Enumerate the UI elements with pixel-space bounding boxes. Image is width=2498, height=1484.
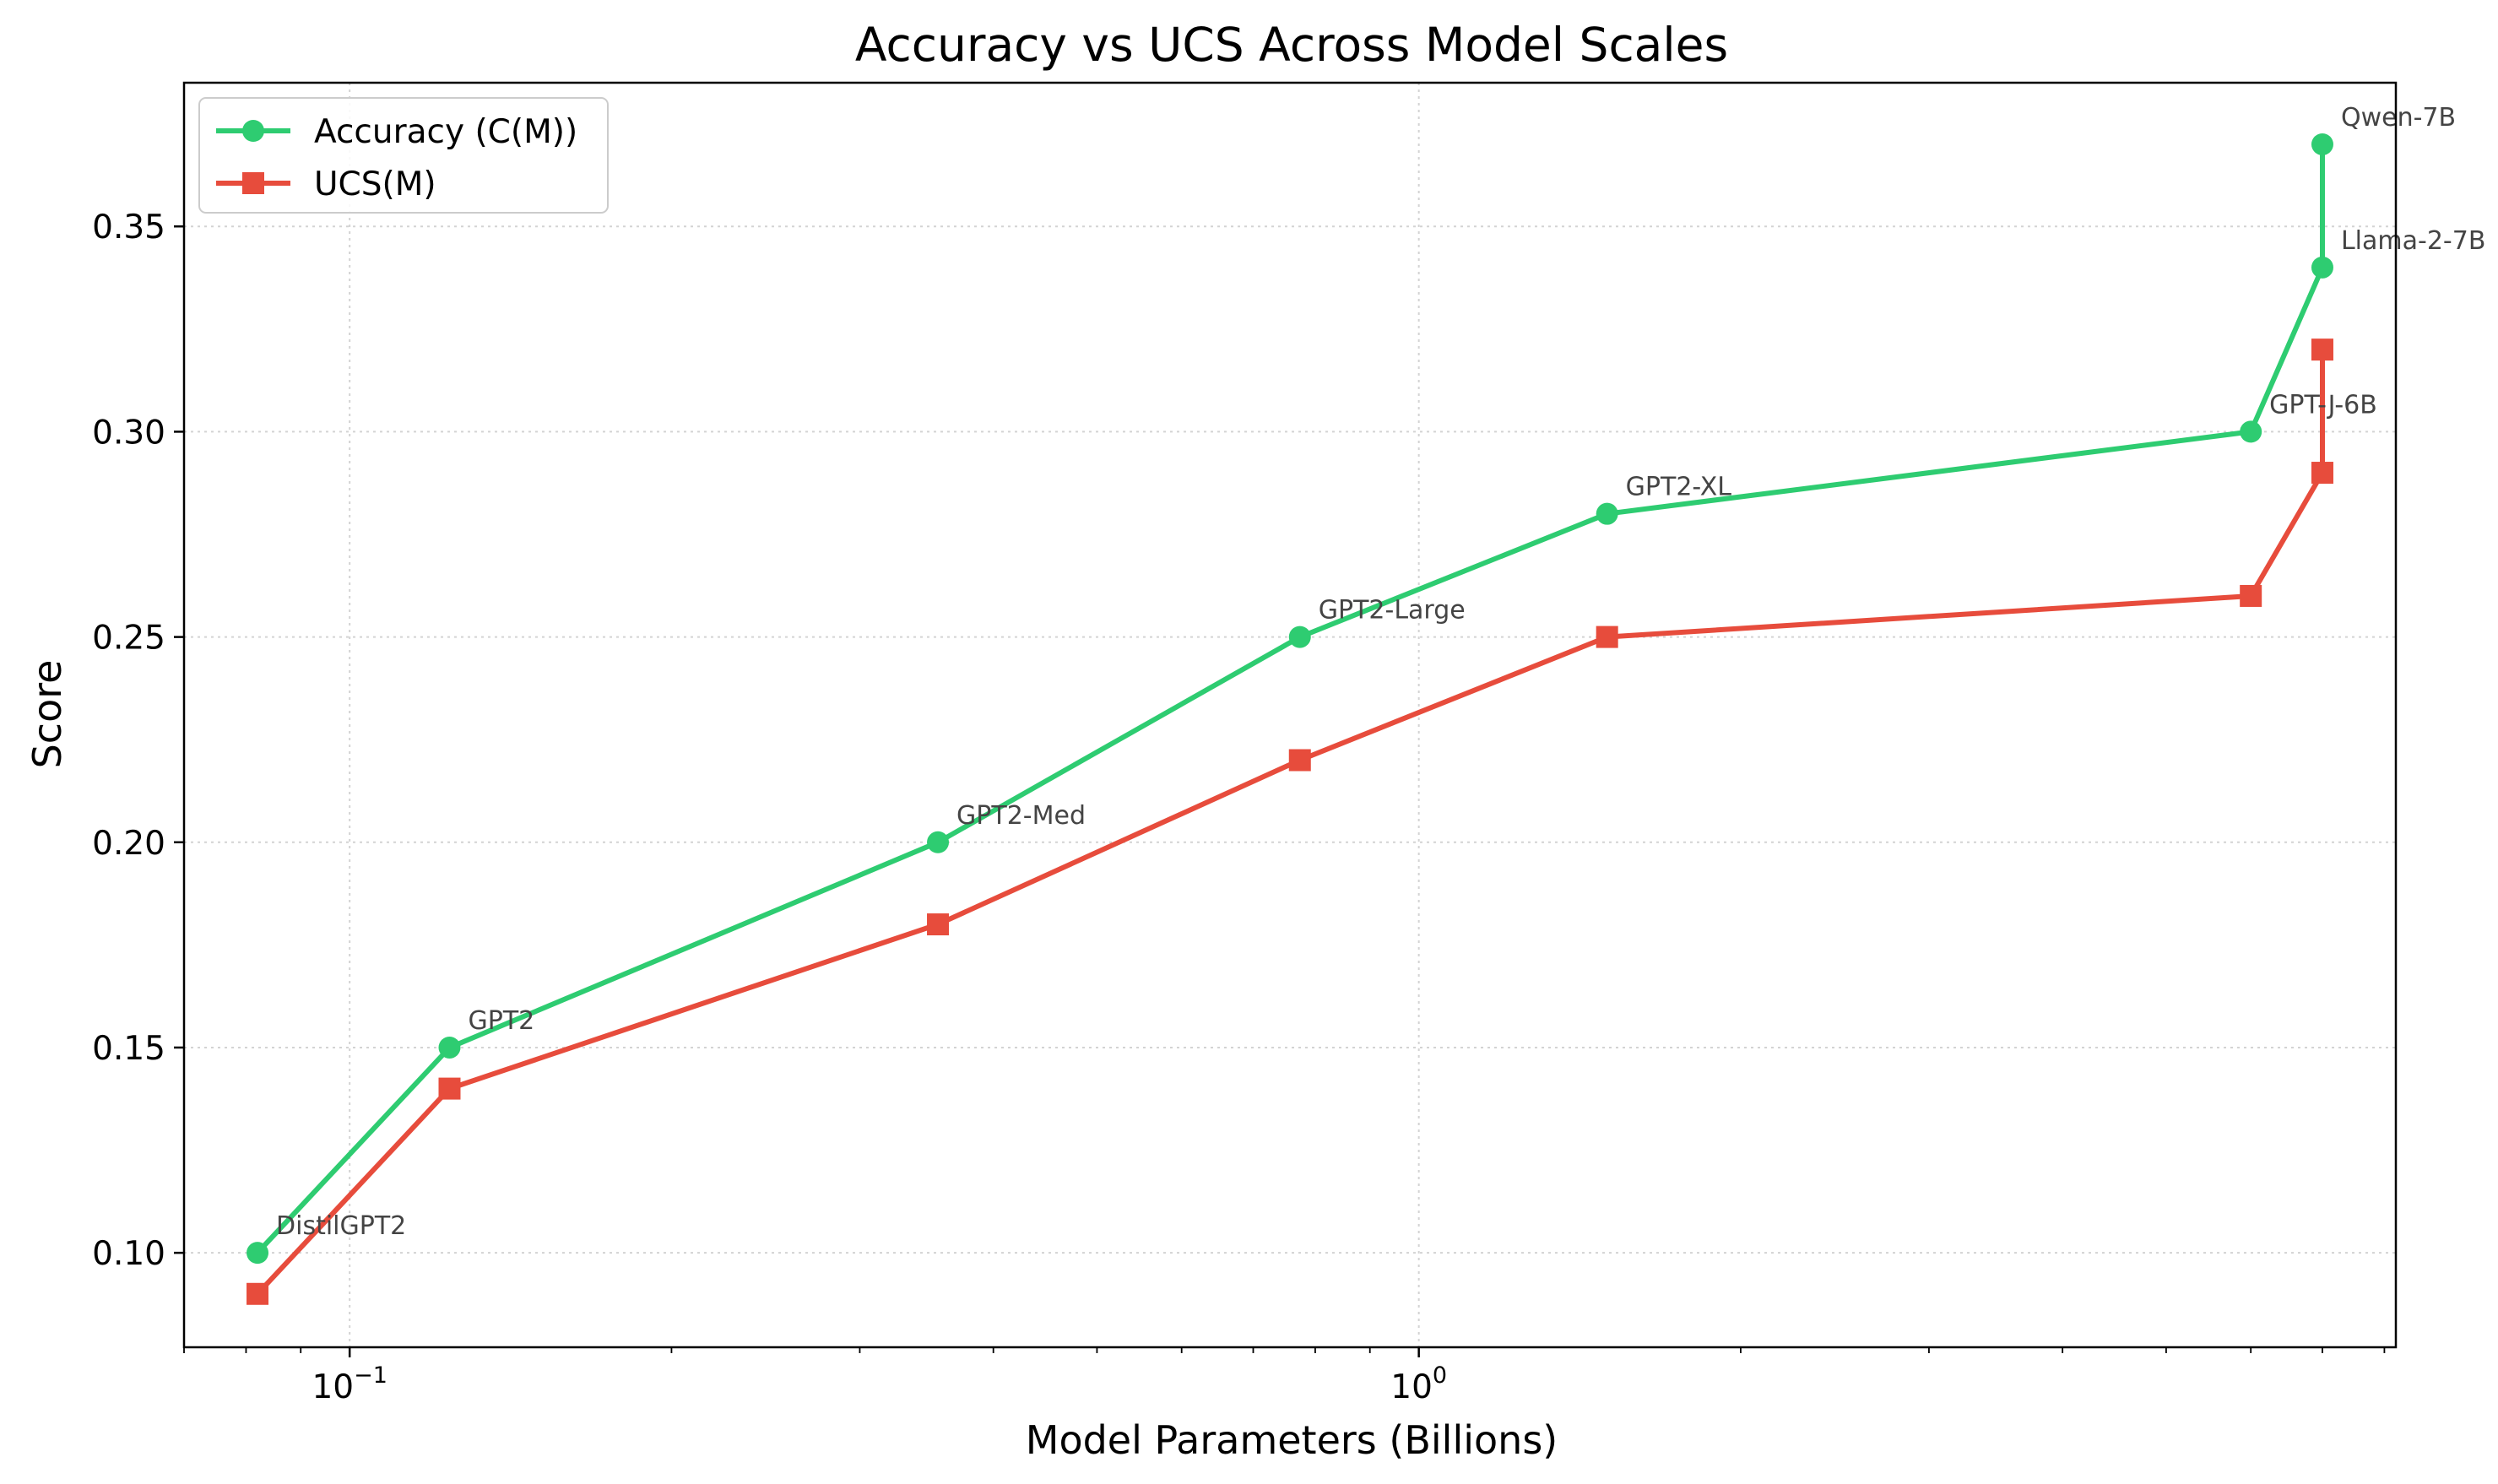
y-axis-title: Score <box>24 660 70 769</box>
model-label: GPT2-XL <box>1626 473 1732 502</box>
y-tick-label: 0.30 <box>92 414 165 452</box>
y-tick-label: 0.35 <box>92 209 165 246</box>
grid-lines <box>184 83 2396 1347</box>
ucs-point <box>1596 626 1618 648</box>
y-tick-label: 0.15 <box>92 1030 165 1068</box>
model-label: DistilGPT2 <box>276 1211 406 1241</box>
ucs-point <box>2240 584 2262 607</box>
legend-label: Accuracy (C(M)) <box>314 113 577 151</box>
accuracy-point <box>2311 133 2333 155</box>
ucs-point <box>247 1282 269 1305</box>
model-label: GPT2 <box>468 1006 534 1036</box>
model-label: Qwen-7B <box>2341 103 2456 133</box>
legend-marker <box>242 172 264 194</box>
point-labels: DistilGPT2 GPT2 GPT2-Med GPT2-Large GPT2-XL G… <box>276 103 2485 1241</box>
series-line-accuracy <box>255 144 2325 1255</box>
x-tick-label: 10−1 <box>312 1362 387 1406</box>
x-axis-ticks: 10−1 100 <box>183 1347 2386 1406</box>
ucs-point <box>2311 339 2333 361</box>
accuracy-point <box>438 1036 461 1059</box>
ucs-point <box>927 913 950 936</box>
plot-frame <box>182 81 2398 1349</box>
y-tick-label: 0.10 <box>92 1235 165 1273</box>
legend-label: UCS(M) <box>314 165 436 203</box>
legend-marker <box>242 120 264 142</box>
y-axis-ticks: 0.10 0.15 0.20 0.25 0.30 0.35 <box>92 209 184 1273</box>
series-line-ucs <box>255 349 2325 1296</box>
model-label: Llama-2-7B <box>2341 226 2485 256</box>
y-tick-label: 0.25 <box>92 620 165 658</box>
x-tick-label: 100 <box>1390 1362 1447 1406</box>
accuracy-point <box>2240 420 2262 443</box>
ucs-point <box>1288 749 1311 772</box>
accuracy-point <box>247 1242 269 1265</box>
x-axis-title: Model Parameters (Billions) <box>1026 1417 1558 1463</box>
chart-title: Accuracy vs UCS Across Model Scales <box>855 18 1728 72</box>
accuracy-point <box>1288 626 1311 648</box>
accuracy-point <box>2311 256 2333 279</box>
ucs-point <box>438 1077 461 1100</box>
model-label: GPT-J-6B <box>2269 390 2377 420</box>
model-label: GPT2-Med <box>956 801 1086 831</box>
ucs-point <box>2311 462 2333 485</box>
legend: Accuracy (C(M)) UCS(M) <box>198 97 609 214</box>
series-layer <box>247 133 2333 1305</box>
accuracy-point <box>1596 502 1618 525</box>
y-tick-label: 0.20 <box>92 825 165 863</box>
model-label: GPT2-Large <box>1319 596 1466 626</box>
legend-box <box>198 97 609 214</box>
accuracy-point <box>927 831 950 853</box>
